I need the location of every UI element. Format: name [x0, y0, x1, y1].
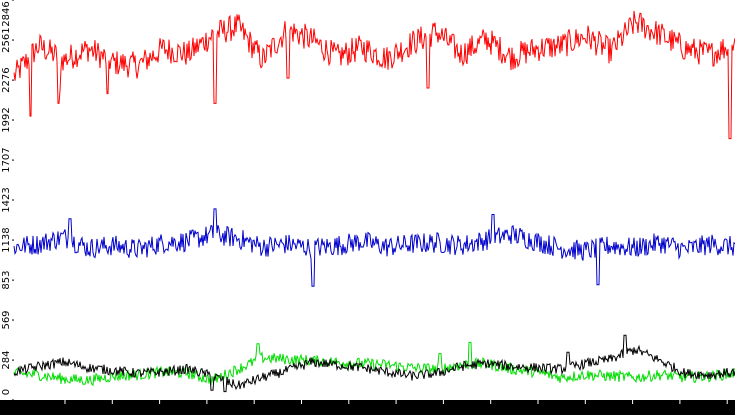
y-tick-label: 2276: [1, 67, 12, 92]
x-tick-label: 14:01: [51, 404, 80, 415]
y-tick-label: 1992: [1, 107, 12, 132]
series-line-1: [13, 10, 735, 140]
y-tick-label: 284: [1, 351, 12, 370]
x-tick-label: 14:07: [334, 404, 363, 415]
series-line-3: [13, 341, 735, 387]
x-axis: 14:01 14:02 14:03 14:04 14:05 14:06 14:07 14:08…: [51, 400, 734, 415]
x-tick-label: 14:04: [192, 404, 221, 415]
x-tick-label: 14:08: [382, 404, 411, 415]
y-tick-label: 0: [1, 389, 12, 395]
x-tick-label: 14: [721, 404, 734, 415]
y-tick-label: 853: [1, 271, 12, 290]
y-tick-label: 1707: [1, 147, 12, 172]
x-tick-label: 14:06: [287, 404, 316, 415]
x-tick-label: 14:11: [524, 404, 553, 415]
y-tick-label: 2846: [1, 1, 12, 26]
y-tick-label: 569: [1, 310, 12, 329]
y-tick-label: 1138: [1, 227, 12, 252]
x-tick-label: 14:12: [571, 404, 600, 415]
x-tick-label: 14:10: [476, 404, 505, 415]
x-tick-label: 14:14: [665, 404, 694, 415]
x-axis-bar: [0, 400, 735, 415]
x-tick-label: 14:05: [240, 404, 269, 415]
x-tick-label: 14:13: [618, 404, 647, 415]
x-tick-label: 14:09: [429, 404, 458, 415]
x-tick-label: 14:02: [98, 404, 127, 415]
plot-background: [14, 0, 735, 400]
y-tick-label: 1423: [1, 187, 12, 212]
series-line-2: [13, 208, 735, 287]
series-layer: [13, 10, 735, 393]
y-tick-label: 2561: [1, 27, 12, 52]
x-tick-label: 14:03: [145, 404, 174, 415]
series-line-4: [13, 334, 735, 393]
